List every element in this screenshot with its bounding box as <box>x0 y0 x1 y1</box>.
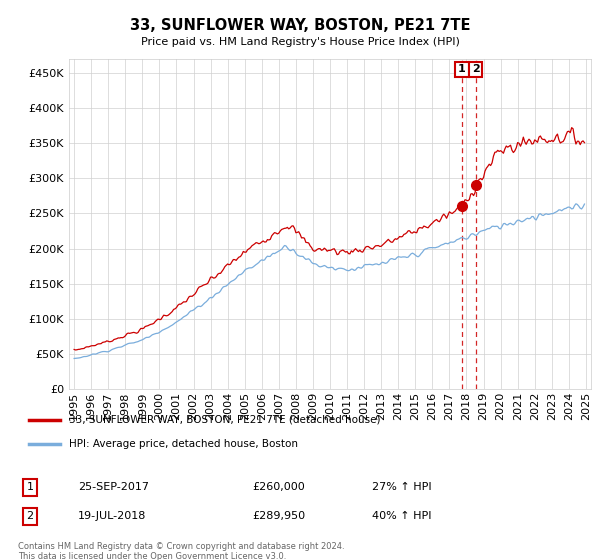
Text: 40% ↑ HPI: 40% ↑ HPI <box>372 511 431 521</box>
Text: 19-JUL-2018: 19-JUL-2018 <box>78 511 146 521</box>
Text: £289,950: £289,950 <box>252 511 305 521</box>
Text: 25-SEP-2017: 25-SEP-2017 <box>78 482 149 492</box>
Text: Price paid vs. HM Land Registry's House Price Index (HPI): Price paid vs. HM Land Registry's House … <box>140 37 460 47</box>
Text: 33, SUNFLOWER WAY, BOSTON, PE21 7TE: 33, SUNFLOWER WAY, BOSTON, PE21 7TE <box>130 18 470 32</box>
Text: Contains HM Land Registry data © Crown copyright and database right 2024.
This d: Contains HM Land Registry data © Crown c… <box>18 542 344 560</box>
Text: 2: 2 <box>472 64 479 74</box>
Text: HPI: Average price, detached house, Boston: HPI: Average price, detached house, Bost… <box>69 439 298 449</box>
Text: 1: 1 <box>26 482 34 492</box>
Text: 1: 1 <box>458 64 466 74</box>
Text: 33, SUNFLOWER WAY, BOSTON, PE21 7TE (detached house): 33, SUNFLOWER WAY, BOSTON, PE21 7TE (det… <box>69 414 380 424</box>
Text: 2: 2 <box>26 511 34 521</box>
Text: £260,000: £260,000 <box>252 482 305 492</box>
Text: 27% ↑ HPI: 27% ↑ HPI <box>372 482 431 492</box>
